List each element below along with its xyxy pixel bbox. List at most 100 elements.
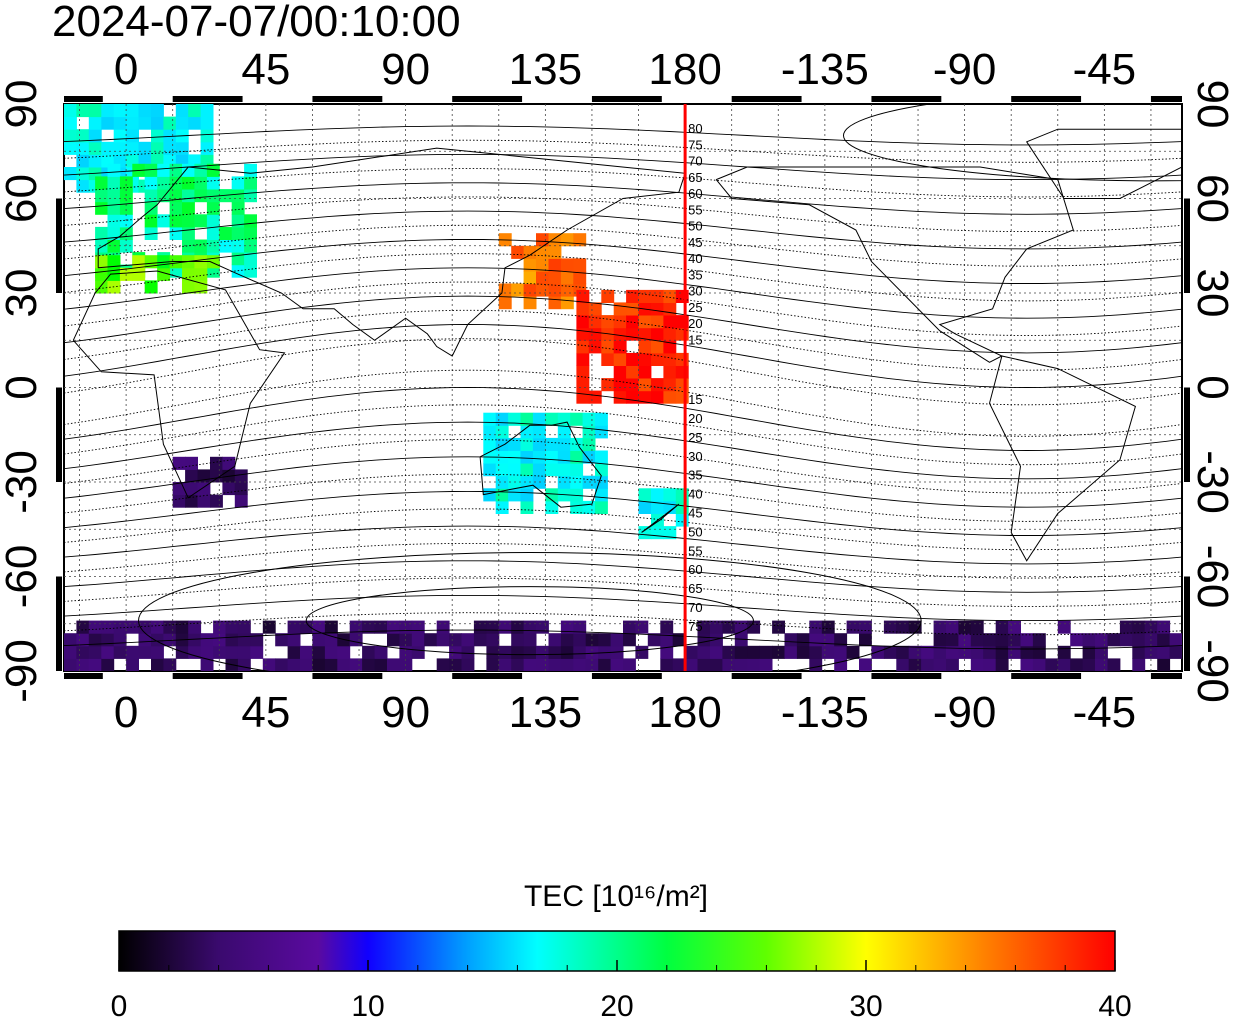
tec-cell [970,658,984,671]
tec-cell [532,425,546,439]
y-tick-label-right: -90 [1188,639,1235,703]
tec-cell [573,620,587,634]
tec-cell [595,500,608,514]
tec-cell [194,267,208,281]
tec-cell [675,327,689,341]
tec-cell [970,620,984,634]
tec-cell [560,233,574,247]
tec-cell [119,201,133,215]
tec-cell [722,658,736,671]
meridian-label: 20 [688,316,702,331]
tec-cell [520,437,534,451]
tec-cell [685,645,698,659]
tec-cell [495,463,509,477]
tec-cell [76,141,90,155]
meridian-label: 50 [688,524,702,539]
tec-cell [64,633,77,647]
tec-cell [626,302,639,316]
tec-cell [536,645,549,659]
tec-cell [138,141,152,155]
tec-cell [536,258,549,272]
tec-cell [312,658,326,671]
meridian-label: 30 [688,284,702,299]
tec-cell [573,658,587,671]
tec-cell [560,258,574,272]
tec-cell [508,412,521,426]
tec-cell [946,658,959,671]
tec-cell [511,645,525,659]
coastline [1025,128,1182,199]
tec-cell [548,283,562,297]
meridian-label: 15 [688,332,702,347]
tec-cell [182,176,195,190]
tec-cell [126,658,139,671]
tec-cell [349,658,363,671]
tec-cell [663,327,677,341]
tec-cell [126,141,139,155]
tec-cell [809,645,823,659]
y-tick-label-right: -30 [1188,450,1235,514]
tec-cell [933,645,947,659]
tec-cell [638,340,652,354]
tec-cell [0,416,9,429]
meridian-label: 20 [688,411,702,426]
tec-cell [387,620,400,634]
coastline [479,421,602,508]
tec-cell [231,189,245,203]
tec-cell [1169,633,1182,647]
x-axis-bottom: 0 45 90 135 180 -135 -90 -45 [114,688,1136,737]
tec-cell [157,163,171,177]
coastline [988,355,1136,562]
tec-cell [983,658,997,671]
meridian-label: 45 [688,235,702,250]
tec-cell [374,658,388,671]
colorbar-tick-label: 40 [1098,990,1131,1021]
magnetic-contour [64,560,1182,593]
tec-cell [138,633,152,647]
tec-cell [113,116,127,130]
tec-cell [411,620,425,634]
tec-cell [1057,645,1071,659]
tec-cell [144,176,158,190]
tec-cell [483,463,497,477]
tec-cell [324,645,338,659]
tec-cell [508,488,521,502]
tec-cell [411,645,425,659]
magnetic-contour [64,210,1182,250]
tec-cell [64,116,77,130]
magnetic-contour [64,224,1182,267]
tec-cell [995,645,1009,659]
tec-cell [573,258,587,272]
tec-cell [175,620,189,634]
y-tick-label-right: -60 [1188,545,1235,609]
tec-cell [244,252,257,266]
tec-cell [312,645,326,659]
tec-cell [576,378,590,392]
coastlines [72,128,1182,562]
x-tick-label-bottom: 180 [648,688,721,737]
magnetic-contour [64,542,1182,579]
coastline [641,503,680,533]
tec-cell [151,658,164,671]
tec-cell [983,633,997,647]
tec-cell [200,633,214,647]
meridian-label: 25 [688,300,702,315]
tec-cell [710,620,723,634]
tec-cell [225,620,239,634]
tec-cell [64,141,77,155]
tec-cell [169,226,183,240]
tec-cell [182,201,195,215]
colorbar-title: TEC [10¹⁶/m²] [524,880,708,913]
grid-lines [64,104,1182,671]
tec-cell [374,645,388,659]
tec-cell [570,475,584,489]
frame-tick-bar [56,198,62,293]
tec-cell [461,645,475,659]
tec-cell [144,280,158,294]
tec-cell [126,104,139,118]
timestamp-title: 2024-07-07/00:10:00 [52,0,461,46]
tec-cell [188,116,202,130]
tec-cell [387,633,400,647]
tec-cell [163,129,177,143]
